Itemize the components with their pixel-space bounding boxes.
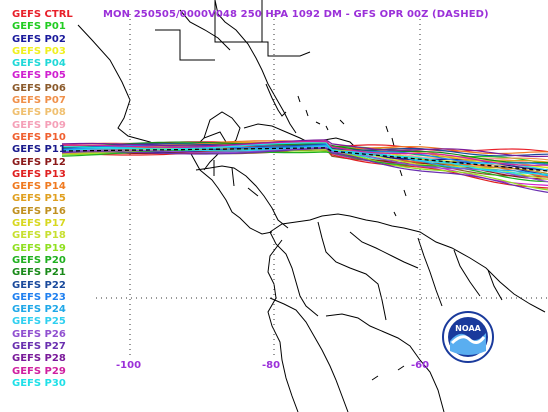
legend-item: GEFS P06	[12, 82, 66, 94]
legend-item: GEFS P08	[12, 107, 66, 119]
legend-item: GEFS P21	[12, 267, 66, 279]
legend-item: GEFS P12	[12, 156, 66, 168]
legend-item: GEFS P17	[12, 218, 66, 230]
legend-item: GEFS P20	[12, 254, 66, 266]
operational-run-line	[61, 147, 548, 172]
legend-item: GEFS P11	[12, 144, 66, 156]
map-title: MON 250505/0000V048 250 HPA 1092 DM - GF…	[103, 9, 489, 20]
ensemble-plume	[61, 139, 548, 193]
plume-line	[61, 147, 548, 193]
legend-item: GEFS P16	[12, 205, 66, 217]
legend-item: GEFS P25	[12, 316, 66, 328]
lon-label-center: -80	[262, 360, 281, 371]
legend-item: GEFS P19	[12, 242, 66, 254]
legend-item: GEFS P05	[12, 70, 66, 82]
legend-item: GEFS P29	[12, 365, 66, 377]
legend-item: GEFS P27	[12, 341, 66, 353]
gridlines	[96, 14, 548, 356]
legend-item: GEFS P09	[12, 119, 66, 131]
lon-label-east: -60	[411, 360, 430, 371]
legend-item: GEFS P01	[12, 21, 66, 33]
legend-item: GEFS P22	[12, 279, 66, 291]
legend-item: GEFS P24	[12, 304, 66, 316]
legend-item: GEFS P23	[12, 291, 66, 303]
legend-item: GEFS P14	[12, 181, 66, 193]
legend-item: GEFS P18	[12, 230, 66, 242]
legend-item: GEFS P28	[12, 353, 66, 365]
noaa-logo-text: NOAA	[455, 324, 481, 333]
legend-item: GEFS P13	[12, 168, 66, 180]
legend-item: GEFS P02	[12, 33, 66, 45]
legend-item: GEFS P10	[12, 131, 66, 143]
legend-item: GEFS P26	[12, 328, 66, 340]
plume-line	[62, 142, 548, 175]
member-legend: GEFS CTRL GEFS P01 GEFS P02 GEFS P03 GEFS P0…	[12, 9, 73, 390]
legend-item: GEFS P04	[12, 58, 66, 70]
legend-item: GEFS P07	[12, 95, 66, 107]
plume-line	[61, 141, 548, 164]
plume-line	[61, 139, 548, 158]
legend-item: GEFS P15	[12, 193, 66, 205]
legend-item: GEFS P03	[12, 45, 66, 57]
plume-line	[61, 140, 548, 166]
legend-item: GEFS CTRL	[12, 9, 73, 20]
lon-label-west: -100	[116, 360, 142, 371]
noaa-logo-icon: NOAA	[442, 311, 494, 363]
plume-line	[61, 143, 548, 157]
legend-item: GEFS P30	[12, 377, 66, 389]
